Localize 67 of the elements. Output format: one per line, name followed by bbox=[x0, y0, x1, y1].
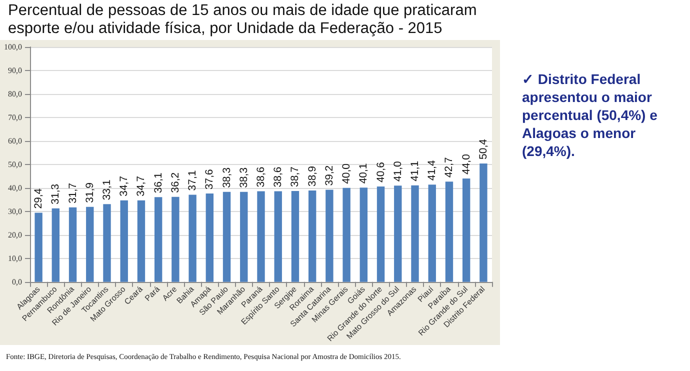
bar bbox=[222, 192, 231, 282]
bar bbox=[394, 186, 402, 282]
data-label: 31,9 bbox=[84, 182, 96, 203]
y-tick-label: 0,0 bbox=[12, 277, 22, 286]
data-label: 29,4 bbox=[32, 188, 45, 209]
bar bbox=[342, 188, 350, 282]
bar bbox=[360, 188, 368, 282]
data-label: 38,9 bbox=[306, 166, 318, 186]
data-label: 38,3 bbox=[220, 167, 233, 188]
data-label: 38,6 bbox=[272, 166, 284, 188]
bar bbox=[34, 212, 42, 282]
bar bbox=[86, 206, 94, 282]
bar bbox=[326, 190, 334, 282]
data-label: 42,7 bbox=[443, 156, 456, 178]
bar bbox=[137, 200, 146, 282]
y-tick-label: 40,0 bbox=[8, 183, 22, 192]
chart-title: Percentual de pessoas de 15 anos ou mais de idade que praticaram esporte e/ou atividade física, por Unidade da Federação - 2015 bbox=[8, 2, 478, 38]
y-tick-label: 20,0 bbox=[8, 230, 22, 240]
bar bbox=[445, 182, 454, 282]
data-label: 36,2 bbox=[169, 172, 182, 193]
bar bbox=[172, 196, 180, 282]
data-label: 40,6 bbox=[374, 162, 387, 183]
data-label: 34,7 bbox=[135, 176, 148, 196]
y-tick-label: 30,0 bbox=[8, 206, 22, 216]
bar bbox=[154, 197, 162, 282]
data-label: 33,1 bbox=[101, 180, 113, 200]
data-label: 38,3 bbox=[238, 167, 250, 188]
y-tick-label: 80,0 bbox=[8, 89, 22, 98]
bar bbox=[240, 192, 248, 282]
data-label: 31,7 bbox=[66, 182, 79, 204]
bar bbox=[428, 184, 436, 282]
bar bbox=[308, 190, 316, 282]
data-label: 31,3 bbox=[50, 184, 62, 204]
bar bbox=[103, 204, 111, 282]
bar bbox=[188, 194, 196, 282]
y-tick-label: 100,0 bbox=[4, 42, 22, 52]
bar bbox=[257, 191, 265, 282]
y-tick-label: 50,0 bbox=[8, 160, 22, 169]
bar bbox=[52, 208, 60, 282]
bar bbox=[291, 190, 300, 282]
y-tick-label: 90,0 bbox=[8, 66, 22, 75]
data-label: 44,0 bbox=[460, 154, 472, 175]
bar bbox=[68, 207, 77, 282]
bar bbox=[274, 191, 282, 282]
bar bbox=[120, 200, 128, 282]
bar bbox=[376, 186, 385, 282]
bar bbox=[462, 178, 470, 282]
y-tick-label: 10,0 bbox=[8, 254, 22, 263]
text: ✓ Distrito Federal apresentou o maior percentual (50,4%) e Alagoas o menor (29,4%). bbox=[522, 70, 658, 160]
data-label: 41,1 bbox=[409, 160, 421, 182]
data-label: 37,6 bbox=[204, 168, 216, 190]
data-label: 36,1 bbox=[152, 172, 164, 194]
data-label: 40,0 bbox=[340, 163, 353, 184]
bar bbox=[411, 185, 419, 282]
data-label: 39,2 bbox=[323, 165, 336, 186]
data-label: 41,0 bbox=[392, 160, 404, 182]
bar bbox=[480, 163, 488, 282]
data-label: 41,4 bbox=[426, 160, 438, 181]
y-tick-label: 60,0 bbox=[8, 136, 22, 146]
y-tick-label: 70,0 bbox=[8, 112, 22, 122]
data-label: 37,1 bbox=[186, 170, 199, 191]
bar bbox=[206, 194, 214, 282]
data-label: 50,4 bbox=[477, 138, 490, 160]
data-label: 40,1 bbox=[358, 163, 370, 184]
data-label: 34,7 bbox=[118, 176, 130, 196]
data-label: 38,7 bbox=[289, 166, 302, 187]
data-label: 38,6 bbox=[255, 166, 267, 188]
